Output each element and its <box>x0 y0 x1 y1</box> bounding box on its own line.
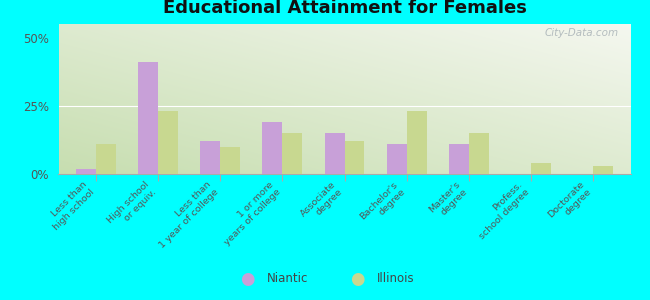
Bar <box>387 144 407 174</box>
Text: Profess.
school degree: Profess. school degree <box>470 180 531 241</box>
Bar <box>449 144 469 174</box>
Text: Less than
1 year of college: Less than 1 year of college <box>150 180 220 250</box>
Text: Less than
high school: Less than high school <box>44 180 96 232</box>
Bar <box>263 122 282 174</box>
Text: Doctorate
degree: Doctorate degree <box>546 180 593 227</box>
Bar <box>220 147 240 174</box>
Bar <box>469 133 489 174</box>
Bar <box>76 169 96 174</box>
Text: Niantic: Niantic <box>266 272 308 286</box>
Text: City-Data.com: City-Data.com <box>545 28 619 38</box>
Text: Master's
degree: Master's degree <box>427 180 469 222</box>
Bar <box>531 163 551 174</box>
Bar <box>593 166 613 174</box>
Bar <box>96 144 116 174</box>
Text: Illinois: Illinois <box>377 272 415 286</box>
Text: High school
or equiv.: High school or equiv. <box>105 180 158 232</box>
Bar <box>324 133 345 174</box>
Bar <box>158 111 178 174</box>
Bar <box>200 141 220 174</box>
Bar <box>407 111 426 174</box>
Text: Associate
degree: Associate degree <box>298 180 344 226</box>
Text: Bachelor's
degree: Bachelor's degree <box>358 180 407 229</box>
Bar <box>344 141 365 174</box>
Text: 1 or more
years of college: 1 or more years of college <box>215 180 282 247</box>
Text: ●: ● <box>240 270 254 288</box>
Text: ●: ● <box>350 270 365 288</box>
Bar <box>282 133 302 174</box>
Title: Educational Attainment for Females: Educational Attainment for Females <box>162 0 526 17</box>
Bar <box>138 62 158 174</box>
